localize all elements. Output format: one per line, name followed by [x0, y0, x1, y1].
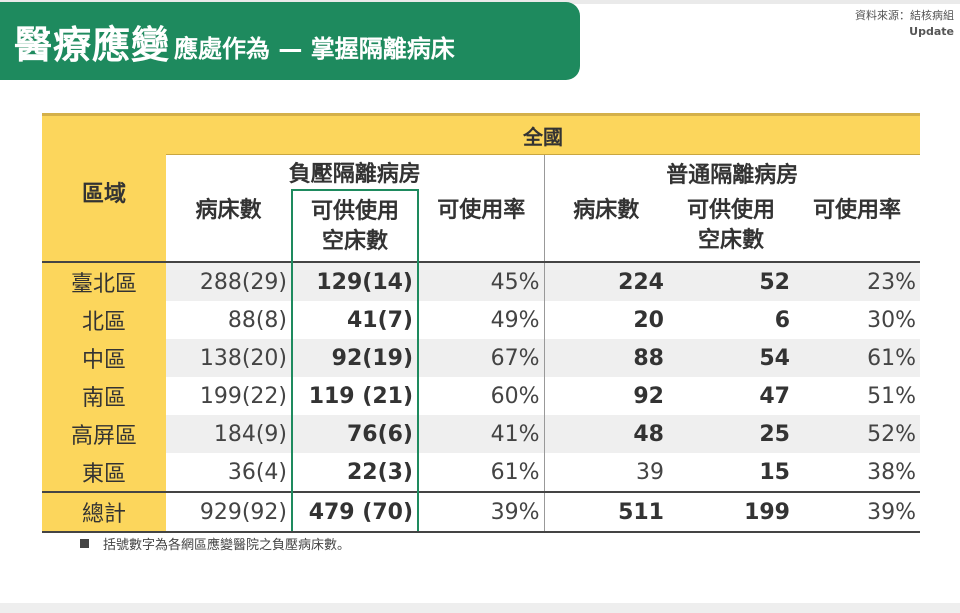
total-label: 總計: [42, 491, 166, 533]
table-row: 高屏區 184(9) 76(6) 41% 48 25 52%: [42, 415, 921, 453]
table-row: 東區 36(4) 22(3) 61% 39 15 38%: [42, 453, 920, 492]
col-gen-beds-label: 病床數: [573, 198, 640, 223]
gen-beds-cell: 48: [543, 415, 668, 453]
region-header: 區域: [42, 113, 166, 263]
source-note: 資料來源：結核病組 Update: [855, 8, 954, 40]
gen-rate-cell: 61%: [794, 339, 921, 377]
gen-beds-cell: 20: [543, 301, 668, 339]
gen-available-cell: 52: [668, 261, 794, 301]
isolation-bed-table: 區域 全國 負壓隔離病房 普通隔離病房 病床數 可供使用空床數 可使用率 病床數…: [42, 113, 921, 533]
footnote-text: 括號數字為各網區應變醫院之負壓病床數。: [103, 538, 351, 553]
gen-available-cell: 47: [759, 383, 790, 409]
page-title: 醫療應變: [14, 22, 171, 67]
col-gen-available-line2: 空床數: [697, 228, 764, 253]
square-bullet-icon: [80, 539, 89, 548]
source-line: 資料來源：結核病組: [855, 9, 954, 22]
table-row: 臺北區 288(29) 129(14) 45% 224 52 23%: [42, 261, 921, 301]
total-neg-available: 479 (70): [291, 491, 419, 533]
total-neg-beds: 929(92): [166, 491, 292, 533]
title-banner: 醫療應變 應處作為 — 掌握隔離病床: [0, 2, 580, 80]
col-neg-rate: 可使用率: [418, 190, 544, 262]
region-cell: 北區: [42, 301, 166, 339]
neg-rate-cell: 49%: [490, 307, 540, 333]
neg-beds-cell: 288(29): [166, 261, 292, 301]
gen-rate-cell: 23%: [794, 261, 921, 301]
total-gen-available: 199: [668, 491, 794, 533]
col-gen-rate-label: 可使用率: [813, 198, 902, 223]
col-gen-available: 可供使用 空床數: [668, 190, 794, 262]
col-gen-available-line1: 可供使用: [686, 198, 775, 223]
neg-rate-cell: 67%: [418, 339, 544, 377]
neg-available-cell: 22(3): [291, 453, 419, 492]
neg-available-cell: 41(7): [291, 301, 419, 339]
region-cell: 南區: [42, 377, 166, 415]
neg-rate-cell: 41%: [418, 415, 544, 453]
total-gen-beds: 511: [543, 491, 668, 533]
col-neg-beds: 病床數: [166, 190, 292, 262]
neg-beds-cell: 36(4): [227, 459, 287, 485]
general-isolation-group-header: 普通隔離病房: [543, 154, 921, 190]
neg-beds-cell: 199(22): [199, 383, 287, 409]
gen-available-cell: 54: [668, 339, 794, 377]
neg-available-cell: 76(6): [291, 415, 419, 453]
gen-beds-cell: 39: [543, 453, 668, 492]
neg-available-cell: 129(14): [291, 261, 419, 301]
col-gen-beds: 病床數: [543, 190, 668, 262]
region-cell: 東區: [42, 453, 166, 492]
region-cell: 高屏區: [42, 415, 166, 453]
gen-beds-cell: 88: [543, 339, 668, 377]
table-row: 中區 138(20) 92(19) 67% 88 54 61%: [42, 339, 921, 377]
region-cell: 中區: [42, 339, 166, 377]
neg-available-cell: 119 (21): [291, 377, 419, 415]
region-cell: 臺北區: [42, 261, 166, 301]
neg-rate-cell: 45%: [418, 261, 544, 301]
gen-available-cell: 15: [759, 459, 790, 485]
national-header: 全國: [166, 113, 921, 155]
neg-rate-cell: 61%: [490, 459, 540, 485]
total-row: 總計 929(92) 479 (70) 39% 511 199 39%: [42, 491, 921, 533]
gen-beds-cell: 92: [543, 377, 668, 415]
negative-pressure-group-header: 負壓隔離病房: [166, 154, 544, 190]
update-label: Update: [909, 25, 954, 38]
col-neg-rate-label: 可使用率: [437, 198, 526, 223]
gen-available-cell: 25: [668, 415, 794, 453]
col-neg-available-line2: 空床數: [321, 229, 388, 254]
gen-rate-cell: 38%: [867, 459, 917, 485]
neg-available-cell: 92(19): [291, 339, 419, 377]
gen-rate-cell: 51%: [867, 383, 917, 409]
neg-beds-cell: 184(9): [166, 415, 292, 453]
footnote: 括號數字為各網區應變醫院之負壓病床數。: [80, 534, 350, 553]
total-neg-rate: 39%: [418, 491, 544, 533]
page-subtitle: 應處作為 — 掌握隔離病床: [174, 34, 455, 63]
total-gen-rate: 39%: [794, 491, 921, 533]
bottom-strip: [0, 603, 960, 613]
col-neg-beds-label: 病床數: [195, 198, 262, 223]
table-row: 南區 199(22) 119 (21) 60% 92 47 51%: [42, 377, 920, 415]
col-neg-available: 可供使用 空床數: [291, 189, 419, 262]
gen-rate-cell: 52%: [794, 415, 921, 453]
gen-rate-cell: 30%: [867, 307, 917, 333]
col-neg-available-line1: 可供使用: [310, 199, 399, 224]
col-gen-rate: 可使用率: [794, 190, 921, 262]
table-row: 北區 88(8) 41(7) 49% 20 6 30%: [42, 301, 920, 339]
neg-beds-cell: 138(20): [166, 339, 292, 377]
gen-beds-cell: 224: [543, 261, 668, 301]
neg-beds-cell: 88(8): [227, 307, 287, 333]
gen-available-cell: 6: [774, 307, 790, 333]
neg-rate-cell: 60%: [490, 383, 540, 409]
